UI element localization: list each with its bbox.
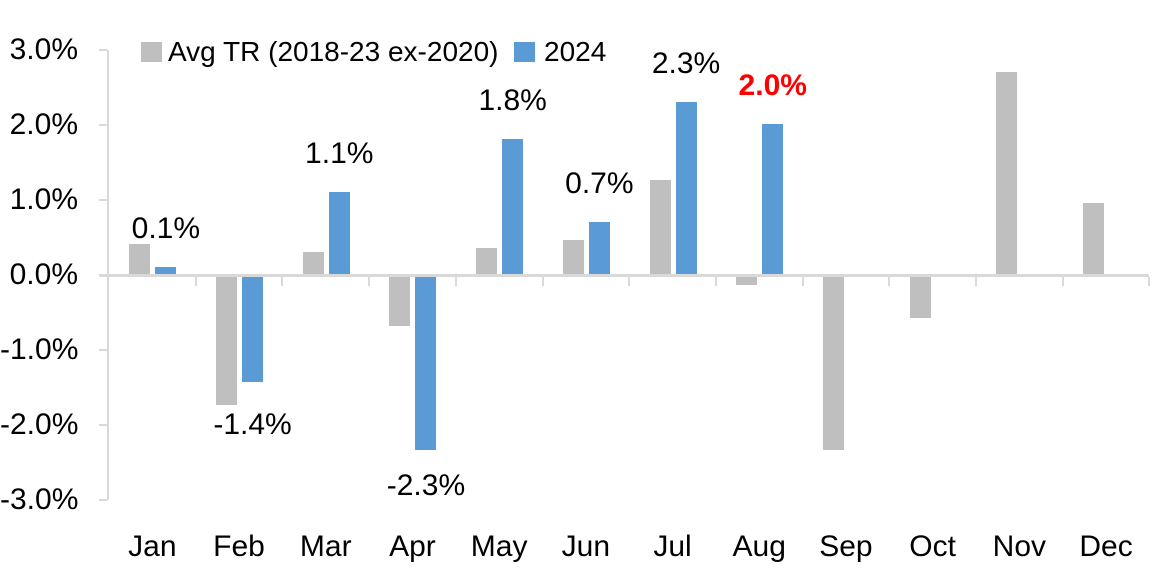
x-axis-tick <box>801 277 804 286</box>
x-axis-tick <box>888 277 891 286</box>
x-tick-label-oct: Oct <box>909 530 956 563</box>
data-label-jun: 0.7% <box>565 166 634 200</box>
y-axis-tick <box>99 424 107 426</box>
bar-avg-tr-oct <box>909 277 931 319</box>
bar-avg-tr-feb <box>216 277 238 405</box>
x-axis-tick <box>628 277 631 286</box>
y-axis-tick <box>99 124 107 126</box>
y-tick-label-0pct: 0.0% <box>9 258 78 291</box>
x-tick-label-jun: Jun <box>561 530 611 563</box>
x-tick-label-nov: Nov <box>992 530 1047 563</box>
x-tick-label-apr: Apr <box>389 530 436 563</box>
y-axis-tick <box>99 199 107 201</box>
bar-avg-tr-aug <box>736 277 758 285</box>
x-axis-tick <box>541 277 544 286</box>
data-label-aug: 2.0% <box>738 69 807 102</box>
data-label-may: 1.8% <box>478 84 547 117</box>
bar-2024-jan <box>155 266 177 274</box>
legend-label-avg-tr: Avg TR (2018-23 ex-2020) <box>168 36 499 67</box>
y-axis-tick <box>99 349 107 351</box>
bar-avg-tr-dec <box>1083 202 1105 274</box>
x-axis-tick <box>975 277 977 286</box>
x-tick-label-jan: Jan <box>128 530 177 563</box>
x-axis-tick <box>454 277 457 286</box>
x-axis-tick <box>1148 277 1151 286</box>
x-tick-label-sep: Sep <box>819 530 873 563</box>
bar-avg-tr-apr <box>389 277 411 326</box>
x-axis-tick <box>194 277 197 286</box>
x-axis-tick <box>1061 277 1064 286</box>
bar-avg-tr-jun <box>562 240 584 274</box>
data-label-apr: -2.3% <box>386 468 466 502</box>
y-axis-tick <box>99 499 107 501</box>
bar-2024-apr <box>415 277 437 450</box>
bar-avg-tr-jul <box>649 180 671 274</box>
x-tick-label-dec: Dec <box>1079 530 1133 563</box>
x-axis-tick <box>714 277 717 286</box>
y-tick-label-1pct: 1.0% <box>9 183 78 216</box>
bar-avg-tr-sep <box>822 277 844 450</box>
bar-avg-tr-jan <box>129 244 151 274</box>
bar-2024-aug <box>762 124 784 274</box>
y-tick-label-neg2pct: -2.0% <box>0 408 79 441</box>
bar-avg-tr-nov <box>996 71 1018 274</box>
bar-2024-may <box>502 139 524 274</box>
x-axis-tick <box>368 277 371 286</box>
data-label-feb: -1.4% <box>213 407 292 441</box>
y-tick-label-neg1pct: -1.0% <box>0 333 79 366</box>
bar-avg-tr-may <box>476 247 498 274</box>
y-tick-label-3pct: 3.0% <box>9 33 78 66</box>
bar-2024-mar <box>328 191 350 274</box>
y-tick-label-neg3pct: -3.0% <box>0 483 79 516</box>
x-tick-label-may: May <box>470 530 528 563</box>
bar-2024-jun <box>588 221 610 274</box>
x-axis-tick <box>281 277 284 286</box>
y-tick-label-2pct: 2.0% <box>9 108 78 141</box>
data-label-jan: 0.1% <box>131 211 201 245</box>
x-tick-label-aug: Aug <box>732 530 786 563</box>
x-tick-label-mar: Mar <box>299 530 352 563</box>
x-tick-label-jul: Jul <box>653 530 692 563</box>
legend-swatch-avg-tr <box>141 42 162 62</box>
legend-swatch-2024 <box>514 42 535 62</box>
legend-label-2024: 2024 <box>544 36 607 67</box>
bar-2024-feb <box>242 277 264 382</box>
y-axis-tick <box>99 49 107 51</box>
bar-avg-tr-mar <box>302 251 324 274</box>
bar-2024-jul <box>675 101 697 274</box>
x-axis-line <box>99 274 1149 277</box>
data-label-jul: 2.3% <box>651 46 721 80</box>
x-tick-label-feb: Feb <box>213 530 265 563</box>
data-label-mar: 1.1% <box>305 136 374 170</box>
